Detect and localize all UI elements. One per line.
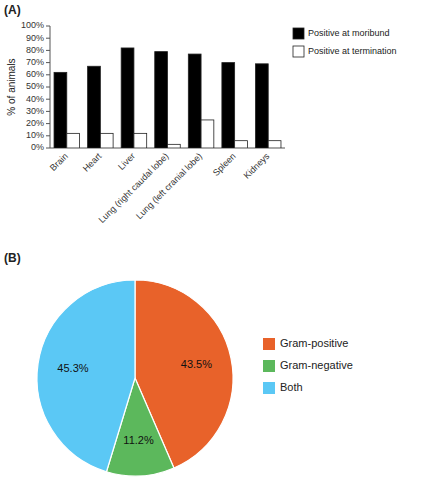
bar: [222, 63, 235, 148]
x-tick-label: Heart: [81, 151, 104, 174]
legend-label: Gram-negative: [280, 359, 353, 371]
bar: [201, 120, 214, 148]
y-tick-label: 10%: [26, 130, 44, 140]
bar: [67, 133, 80, 148]
y-tick: [46, 38, 50, 39]
x-tick-label: Spleen: [211, 151, 238, 178]
y-tick-label: 20%: [26, 118, 44, 128]
bar: [100, 133, 113, 148]
x-tick-label: Kidneys: [242, 151, 272, 181]
bar: [121, 48, 134, 148]
bar: [188, 54, 201, 148]
bar: [88, 66, 101, 148]
y-axis: [50, 26, 51, 148]
figure: (A) 0% 10% 20% 30% 40% 50% 60% 70% 80% 90% 100% % of…: [0, 0, 428, 500]
bar: [168, 144, 181, 148]
legend-label: Positive at termination: [308, 46, 397, 56]
panel-label: (B): [4, 251, 21, 265]
x-tick-label: Lung (left cranial lobe): [134, 151, 204, 221]
y-tick: [46, 26, 50, 27]
y-tick-label: 90%: [26, 33, 44, 43]
y-tick-label: 100%: [21, 20, 44, 30]
legend-swatch: [293, 46, 304, 57]
y-tick: [46, 50, 50, 51]
y-tick-label: 60%: [26, 69, 44, 79]
x-tick-label: Liver: [116, 151, 137, 172]
data-label: 45.3%: [57, 362, 88, 374]
data-label: 43.5%: [181, 358, 212, 370]
y-tick-label: 30%: [26, 106, 44, 116]
bar: [235, 141, 248, 148]
y-tick: [46, 111, 50, 112]
y-tick: [46, 74, 50, 75]
legend-swatch: [263, 360, 275, 372]
y-tick: [46, 99, 50, 100]
y-tick-label: 50%: [26, 81, 44, 91]
y-tick: [46, 62, 50, 63]
bar: [268, 141, 281, 148]
panel-label: (A): [4, 3, 21, 17]
bar-panel: (A) 0% 10% 20% 30% 40% 50% 60% 70% 80% 90% 100% % of…: [4, 3, 397, 225]
y-tick-label: 70%: [26, 57, 44, 67]
y-tick-label: 80%: [26, 45, 44, 55]
bar: [155, 52, 168, 148]
legend-label: Gram-positive: [280, 337, 348, 349]
bars: [54, 48, 281, 148]
data-label: 11.2%: [123, 434, 154, 446]
legend-swatch: [293, 28, 304, 39]
bar: [255, 64, 268, 148]
pie-slice: [37, 280, 135, 472]
y-axis-label: % of animals: [6, 58, 17, 115]
y-tick: [46, 87, 50, 88]
pie-panel: (B) 43.5% 11.2% 45.3% Gram-positive Gram-nega…: [4, 251, 353, 476]
y-tick-label: 40%: [26, 94, 44, 104]
y-tick: [46, 135, 50, 136]
bar: [54, 72, 67, 148]
x-tick-label: Brain: [48, 151, 70, 173]
y-tick-label: 0%: [31, 142, 44, 152]
legend-label: Both: [280, 381, 303, 393]
y-tick: [46, 148, 50, 149]
legend-swatch: [263, 382, 275, 394]
y-tick: [46, 123, 50, 124]
legend-swatch: [263, 338, 275, 350]
bar: [134, 133, 147, 148]
legend-label: Positive at moribund: [308, 28, 390, 38]
